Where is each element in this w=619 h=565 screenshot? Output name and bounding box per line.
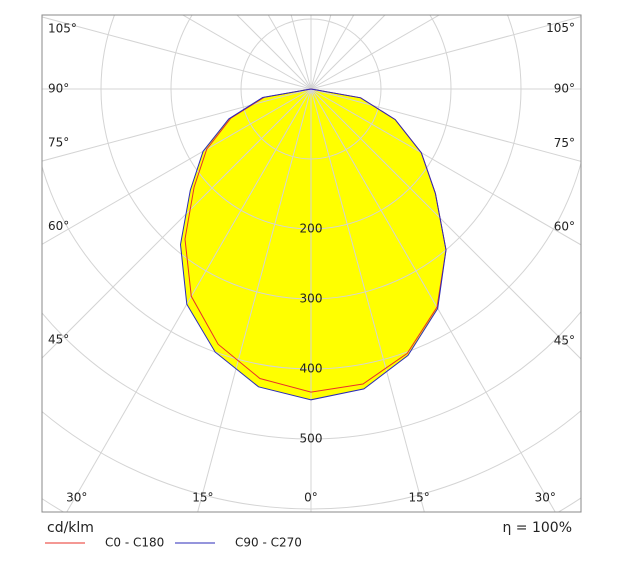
angle-tick-label: 105° (546, 21, 575, 35)
angle-tick-label: 75° (554, 136, 575, 150)
frame (41, 14, 582, 513)
grid-spoke (42, 88, 312, 245)
grid-spoke (181, 15, 312, 90)
angle-tick-label: 15° (409, 491, 430, 505)
efficiency-label: η = 100% (502, 520, 572, 536)
angle-tick-label: 0° (304, 491, 318, 505)
angle-tick-label: 90° (48, 82, 69, 96)
r-tick-label: 200 (300, 222, 323, 236)
angle-tick-label: 60° (554, 219, 575, 233)
angle-tick-label: 90° (554, 82, 575, 96)
angle-tick-label: 45° (48, 333, 69, 347)
grid-spoke (310, 88, 425, 512)
grid-spoke (42, 16, 312, 90)
r-tick-label: 500 (300, 432, 323, 446)
grid-spoke (236, 15, 312, 90)
grid-spoke (42, 88, 312, 359)
angle-tick-label: 45° (554, 334, 575, 348)
grid-spoke (310, 15, 355, 90)
legend-label: C90 - C270 (235, 536, 302, 550)
angle-tick-label: 105° (48, 21, 77, 35)
grid-spoke (290, 15, 312, 90)
light-area (180, 89, 446, 400)
grid-spoke (310, 15, 386, 90)
grid-spoke (310, 15, 441, 90)
grid-spoke (310, 16, 581, 90)
angle-tick-label: 75° (48, 136, 69, 150)
angle-tick-label: 60° (48, 219, 69, 233)
grid-spoke (42, 88, 312, 162)
grid-spoke (310, 15, 332, 90)
r-tick-label: 400 (300, 362, 323, 376)
unit-label: cd/klm (47, 520, 94, 536)
grid-spoke (310, 88, 556, 512)
legend-label: C0 - C180 (105, 536, 164, 550)
grid-spoke (310, 88, 581, 246)
grid-spoke (267, 15, 312, 90)
grid-spoke (310, 88, 581, 162)
intensity-curve (179, 88, 447, 401)
grid-spoke (310, 88, 581, 360)
r-tick-label: 300 (300, 292, 323, 306)
angle-tick-label: 15° (192, 491, 213, 505)
angle-tick-label: 30° (66, 491, 87, 505)
grid-spoke (66, 88, 312, 512)
angle-tick-label: 30° (535, 491, 556, 505)
grid-spoke (197, 88, 312, 512)
